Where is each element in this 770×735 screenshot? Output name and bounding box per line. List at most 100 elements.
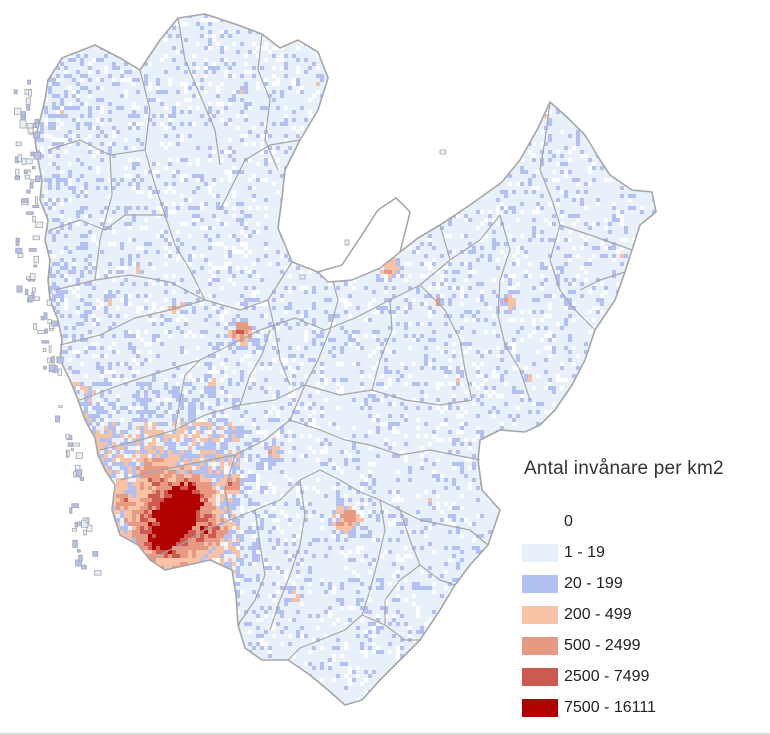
density-cell bbox=[140, 22, 144, 26]
density-cell bbox=[476, 130, 480, 134]
density-cell bbox=[444, 94, 448, 98]
density-cell bbox=[664, 82, 668, 86]
density-cell bbox=[428, 22, 432, 26]
density-cell bbox=[448, 90, 452, 94]
density-cell bbox=[560, 98, 564, 102]
density-cell bbox=[196, 70, 200, 74]
density-cell bbox=[312, 98, 316, 102]
density-cell bbox=[444, 74, 448, 78]
density-cell bbox=[260, 50, 264, 54]
density-cell bbox=[316, 70, 320, 74]
density-cell bbox=[660, 42, 664, 46]
density-cell bbox=[656, 10, 660, 14]
density-cell bbox=[532, 18, 536, 22]
density-cell bbox=[144, 26, 148, 30]
density-cell bbox=[64, 110, 68, 114]
density-cell bbox=[280, 74, 284, 78]
density-cell bbox=[392, 86, 396, 90]
density-cell bbox=[588, 14, 592, 18]
density-cell bbox=[96, 58, 100, 62]
density-cell bbox=[220, 78, 224, 82]
density-cell bbox=[35, 70, 36, 74]
density-cell bbox=[104, 58, 108, 62]
density-cell bbox=[372, 90, 376, 94]
density-cell bbox=[516, 58, 520, 62]
density-cell bbox=[420, 50, 424, 54]
density-cell bbox=[528, 114, 532, 118]
density-cell bbox=[264, 14, 268, 18]
density-cell bbox=[428, 58, 432, 62]
density-cell bbox=[344, 54, 348, 58]
density-cell bbox=[548, 30, 552, 34]
density-cell bbox=[488, 82, 492, 86]
density-cell bbox=[296, 62, 300, 66]
density-cell bbox=[108, 54, 112, 58]
density-cell bbox=[568, 110, 572, 114]
density-cell bbox=[484, 10, 488, 14]
density-cell bbox=[596, 82, 600, 86]
density-cell bbox=[588, 122, 592, 126]
density-cell bbox=[628, 18, 632, 22]
density-cell bbox=[268, 122, 272, 126]
density-cell bbox=[224, 82, 228, 86]
density-cell bbox=[380, 118, 384, 122]
density-cell bbox=[508, 138, 512, 142]
density-cell bbox=[364, 34, 368, 38]
density-cell bbox=[164, 50, 168, 54]
density-cell bbox=[576, 42, 580, 46]
density-cell bbox=[664, 62, 668, 66]
density-cell bbox=[76, 38, 80, 42]
density-cell bbox=[564, 50, 568, 54]
density-cell bbox=[612, 30, 616, 34]
density-cell bbox=[35, 26, 36, 30]
density-cell bbox=[480, 142, 484, 146]
density-cell bbox=[568, 18, 572, 22]
density-cell bbox=[356, 106, 360, 110]
density-cell bbox=[580, 110, 584, 114]
density-cell bbox=[96, 66, 100, 70]
density-cell bbox=[628, 62, 632, 66]
density-cell bbox=[128, 10, 132, 14]
density-cell bbox=[68, 134, 72, 138]
density-cell bbox=[588, 26, 592, 30]
density-cell bbox=[288, 134, 292, 138]
density-cell bbox=[216, 94, 220, 98]
density-cell bbox=[276, 10, 280, 14]
density-cell bbox=[512, 130, 516, 134]
density-cell bbox=[88, 10, 92, 14]
density-cell bbox=[628, 122, 632, 126]
density-cell bbox=[664, 126, 668, 130]
density-cell bbox=[280, 130, 284, 134]
density-cell bbox=[248, 122, 252, 126]
density-cell bbox=[464, 10, 468, 14]
density-cell bbox=[440, 130, 444, 134]
density-cell bbox=[96, 98, 100, 102]
density-cell bbox=[536, 78, 540, 82]
density-cell bbox=[112, 54, 116, 58]
density-cell bbox=[304, 50, 308, 54]
density-cell bbox=[584, 18, 588, 22]
density-cell bbox=[620, 14, 624, 18]
density-cell bbox=[40, 58, 44, 62]
density-cell bbox=[176, 130, 180, 134]
density-cell bbox=[380, 90, 384, 94]
density-cell bbox=[256, 138, 260, 142]
density-cell bbox=[588, 82, 592, 86]
density-cell bbox=[484, 106, 488, 110]
density-cell bbox=[68, 26, 72, 30]
density-cell bbox=[656, 18, 660, 22]
density-cell bbox=[576, 10, 580, 14]
density-cell bbox=[156, 58, 160, 62]
density-cell bbox=[284, 98, 288, 102]
density-cell bbox=[384, 38, 388, 42]
density-cell bbox=[224, 38, 228, 42]
density-cell bbox=[260, 18, 264, 22]
density-cell bbox=[548, 10, 552, 14]
density-cell bbox=[132, 46, 136, 50]
density-cell bbox=[576, 122, 580, 126]
density-cell bbox=[104, 138, 108, 142]
density-cell bbox=[480, 130, 484, 134]
density-cell bbox=[152, 26, 156, 30]
density-cell bbox=[40, 82, 44, 86]
density-cell bbox=[460, 78, 464, 82]
